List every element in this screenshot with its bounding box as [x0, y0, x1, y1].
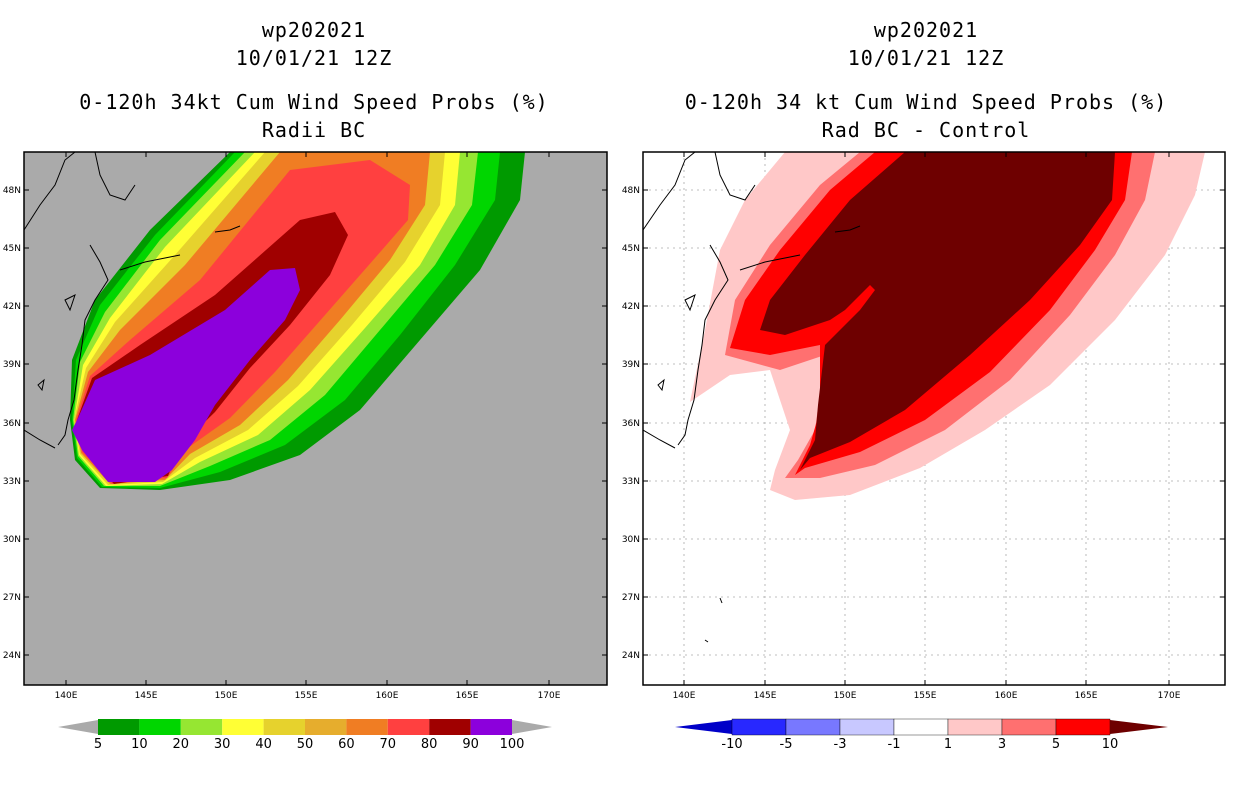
right-colorbar-label: -10 — [721, 737, 743, 752]
left-colorbar-label: 10 — [131, 737, 148, 752]
right-colorbar-swatch — [839, 718, 895, 736]
left-colorbar-label: 20 — [172, 737, 190, 752]
left-colorbar — [58, 719, 552, 735]
lat-label: 33N — [622, 477, 640, 487]
lon-label: 170E — [1158, 691, 1181, 701]
lat-label: 45N — [622, 244, 640, 254]
lon-label: 160E — [376, 691, 399, 701]
left-title-subtitle: Radii BC — [261, 118, 367, 142]
right-axis-ticks: 48N 45N 42N 39N 36N 33N 30N 27N 24N 140E 145E 150E 1… — [622, 152, 1225, 701]
right-colorbar-swatch — [1001, 718, 1057, 736]
lat-label: 42N — [3, 302, 21, 312]
left-colorbar-swatch — [470, 719, 512, 735]
right-colorbar-swatch — [1055, 718, 1111, 736]
left-colorbar-swatch — [346, 719, 388, 735]
right-colorbar-label: 10 — [1101, 737, 1119, 752]
left-colorbar-swatch — [305, 719, 347, 735]
left-colorbar-label: 40 — [255, 737, 272, 752]
right-title-subtitle: Rad BC - Control — [821, 118, 1031, 142]
band-100 — [72, 268, 300, 482]
lat-label: 39N — [622, 360, 640, 370]
right-map-frame — [642, 151, 1226, 686]
right-colorbar-swatch — [731, 718, 787, 736]
right-title-product: 0-120h 34 kt Cum Wind Speed Probs (%) — [684, 90, 1168, 114]
right-colorbar — [675, 718, 1168, 736]
right-colorbar-swatch — [947, 718, 1003, 736]
left-colorbar-label: 80 — [420, 737, 438, 752]
lon-label: 150E — [215, 691, 238, 701]
lon-label: 150E — [834, 691, 857, 701]
left-colorbar-swatch — [98, 719, 140, 735]
left-colorbar-label: 70 — [379, 737, 397, 752]
lat-label: 36N — [3, 419, 21, 429]
left-title-product: 0-120h 34kt Cum Wind Speed Probs (%) — [79, 90, 549, 114]
lat-label: 48N — [622, 186, 640, 196]
right-title-storm: wp202021 — [873, 18, 979, 42]
left-colorbar-label: 100 — [499, 737, 525, 752]
lat-label: 30N — [3, 535, 21, 545]
left-map-frame — [23, 151, 608, 686]
right-title-date: 10/01/21 12Z — [847, 46, 1005, 70]
left-axis-ticks: 48N 45N 42N 39N 36N 33N 30N 27N 24N 140E 145E 150E 1… — [3, 152, 607, 701]
left-colorbar-swatch — [222, 719, 264, 735]
lat-label: 30N — [622, 535, 640, 545]
right-colorbar-label: 1 — [943, 737, 953, 752]
right-colorbar-label: -1 — [887, 737, 901, 752]
lat-label: 48N — [3, 186, 21, 196]
right-colorbar-label: -3 — [833, 737, 847, 752]
left-colorbar-label: 30 — [213, 737, 231, 752]
right-colorbar-over-arrow — [1110, 720, 1168, 734]
lat-label: 33N — [3, 477, 21, 487]
lon-label: 165E — [1075, 691, 1098, 701]
left-colorbar-label: 90 — [462, 737, 479, 752]
lon-label: 165E — [456, 691, 479, 701]
right-colorbar-label: -5 — [779, 737, 793, 752]
lon-label: 145E — [754, 691, 777, 701]
left-colorbar-over-arrow — [512, 720, 552, 734]
right-map-panel: 48N 45N 42N 39N 36N 33N 30N 27N 24N 140E 145E 150E 1… — [622, 151, 1226, 701]
right-colorbar-under-arrow — [675, 720, 732, 734]
lon-label: 170E — [538, 691, 561, 701]
lat-label: 27N — [3, 593, 21, 603]
left-colorbar-swatch — [180, 719, 223, 735]
lat-label: 36N — [622, 419, 640, 429]
left-colorbar-under-arrow — [58, 720, 98, 734]
right-colorbar-swatch — [785, 718, 841, 736]
right-coastline — [643, 152, 861, 643]
left-colorbar-swatch — [429, 719, 471, 735]
diff-band-10 — [760, 152, 1115, 470]
left-colorbar-swatch — [387, 719, 430, 735]
left-colorbar-swatch — [263, 719, 305, 735]
right-colorbar-swatch — [893, 718, 949, 736]
left-coastline — [24, 152, 241, 449]
lon-label: 155E — [914, 691, 937, 701]
left-colorbar-label: 60 — [338, 737, 355, 752]
lon-label: 160E — [995, 691, 1018, 701]
left-colorbar-label: 50 — [296, 737, 314, 752]
lon-label: 145E — [135, 691, 158, 701]
lon-label: 140E — [673, 691, 696, 701]
left-colorbar-swatch — [139, 719, 181, 735]
left-title-date: 10/01/21 12Z — [235, 46, 393, 70]
lat-label: 45N — [3, 244, 21, 254]
right-colorbar-label: 5 — [1051, 737, 1061, 752]
left-title-storm: wp202021 — [261, 18, 367, 42]
lat-label: 39N — [3, 360, 21, 370]
lat-label: 24N — [3, 651, 21, 661]
right-colorbar-label: 3 — [997, 737, 1007, 752]
lat-label: 42N — [622, 302, 640, 312]
left-map-panel: 48N 45N 42N 39N 36N 33N 30N 27N 24N 140E 145E 150E 1… — [3, 151, 608, 701]
lon-label: 140E — [55, 691, 78, 701]
left-colorbar-label: 5 — [93, 737, 103, 752]
lon-label: 155E — [295, 691, 318, 701]
lat-label: 27N — [622, 593, 640, 603]
lat-label: 24N — [622, 651, 640, 661]
